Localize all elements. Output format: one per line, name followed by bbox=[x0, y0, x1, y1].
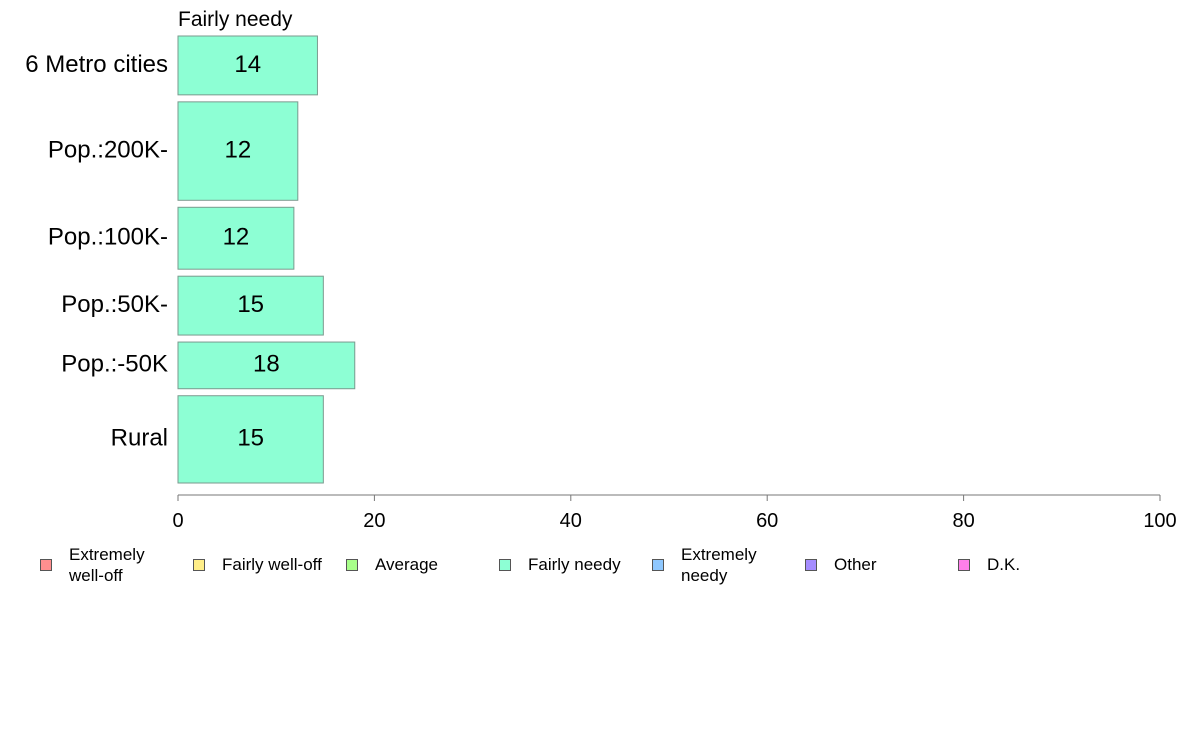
legend-label: Extremely well-off bbox=[69, 545, 145, 585]
x-tick-label: 60 bbox=[756, 510, 778, 532]
legend-label: Fairly needy bbox=[528, 555, 621, 574]
x-tick-label: 80 bbox=[952, 510, 974, 532]
legend-label: Extremely needy bbox=[681, 545, 757, 585]
x-tick-label: 0 bbox=[172, 510, 183, 532]
legend-label: Average bbox=[375, 555, 439, 574]
bar-value-label: 18 bbox=[253, 351, 280, 378]
bars-group: 6 Metro cities 14 Pop.:200K- 12 Pop.:100K- 12… bbox=[25, 35, 356, 484]
bar bbox=[177, 275, 324, 336]
category-label: Pop.:200K- bbox=[48, 136, 168, 163]
legend: Extremely well-off Fairly well-off Average… bbox=[0, 544, 1188, 594]
legend-item: Fairly needy bbox=[499, 554, 621, 575]
category-label: Pop.:-50K bbox=[61, 351, 168, 378]
legend-item: Average bbox=[346, 554, 438, 575]
x-tick-label: 20 bbox=[363, 510, 385, 532]
category-label: Rural bbox=[111, 425, 168, 452]
x-tick-label: 100 bbox=[1143, 510, 1176, 532]
bar bbox=[177, 101, 299, 201]
category-label: Pop.:50K- bbox=[61, 291, 168, 318]
bar-value-label: 12 bbox=[223, 224, 250, 251]
legend-item: Extremely well-off bbox=[40, 544, 145, 586]
legend-label: D.K. bbox=[987, 555, 1021, 574]
bar bbox=[177, 395, 324, 484]
bar-value-label: 15 bbox=[237, 425, 264, 452]
legend-item: D.K. bbox=[958, 554, 1020, 575]
legend-item: Fairly well-off bbox=[193, 554, 322, 575]
legend-swatch bbox=[652, 559, 664, 571]
bar-chart: Fairly needy 6 Metro cities 14 Pop.:200K- 1… bbox=[25, 8, 1177, 532]
x-tick-label: 40 bbox=[560, 510, 582, 532]
legend-label: Fairly well-off bbox=[222, 555, 322, 574]
bar-value-label: 14 bbox=[234, 51, 261, 78]
legend-label: Other bbox=[834, 555, 877, 574]
bar bbox=[177, 341, 356, 390]
legend-swatch bbox=[499, 558, 511, 571]
panel-title: Fairly needy bbox=[178, 8, 293, 31]
category-label: 6 Metro cities bbox=[25, 51, 168, 78]
bar-value-label: 12 bbox=[225, 136, 252, 163]
legend-swatch bbox=[958, 558, 970, 571]
legend-item: Other bbox=[805, 554, 877, 575]
legend-swatch bbox=[40, 559, 52, 571]
category-label: Pop.:100K- bbox=[48, 224, 168, 251]
bar bbox=[177, 206, 295, 270]
bar-value-label: 15 bbox=[237, 291, 264, 318]
legend-swatch bbox=[805, 558, 817, 571]
legend-swatch bbox=[193, 558, 205, 571]
legend-swatch bbox=[346, 558, 358, 571]
bar bbox=[177, 35, 318, 96]
x-axis: 0 20 40 60 80 100 bbox=[172, 494, 1177, 532]
legend-item: Extremely needy bbox=[652, 544, 757, 586]
